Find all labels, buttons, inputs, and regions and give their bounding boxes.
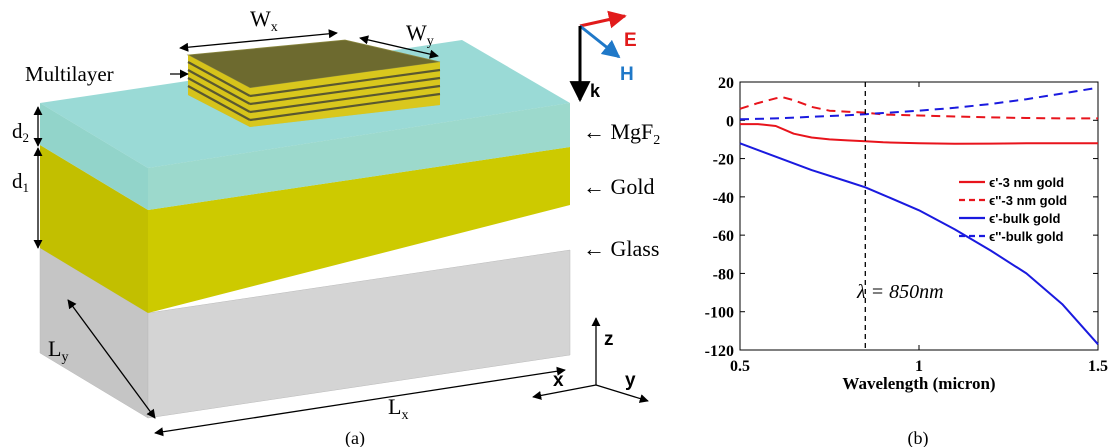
lx-arrow [154, 366, 566, 437]
legend-label-1: ϵ'-3 nm gold [989, 175, 1064, 190]
x-axis-label: x [553, 370, 564, 391]
y-tick-label: -20 [713, 152, 734, 169]
mgf2-label: ← MgF2 [583, 119, 660, 148]
y-axis-ticks: 20 0 -20 -40 -60 -80 -100 -120 [705, 75, 1098, 360]
y-axis-arrow [595, 384, 649, 403]
series-eps-real-3nm-line [740, 123, 1098, 145]
chart-series [739, 86, 1099, 345]
gold-label: ← Gold [583, 174, 655, 199]
h-field-arrow [579, 24, 621, 59]
k-vector-label: k [590, 81, 601, 101]
coordinate-axes: z x y [532, 317, 649, 403]
x-axis-arrow [532, 384, 597, 400]
series-eps-imag-3nm-line [739, 96, 1098, 120]
y-tick-label: -120 [705, 343, 734, 360]
legend-label-4: ϵ''-bulk gold [989, 229, 1064, 244]
gold-layer [40, 145, 570, 313]
wavelength-annotation: λ = 850nm [856, 281, 944, 303]
glass-label: ← Glass [583, 236, 659, 261]
x-axis-title: Wavelength (micron) [842, 374, 995, 393]
lx-label: Lx [388, 394, 408, 423]
ly-label: Ly [48, 336, 68, 365]
x-tick-label: 0.5 [730, 358, 750, 375]
y-tick-label: 0 [726, 113, 734, 130]
field-vectors: E H k [569, 10, 637, 103]
y-axis-label: y [625, 370, 636, 391]
panel-b-caption: (b) [908, 428, 929, 447]
h-field-label: H [620, 64, 634, 85]
legend-label-2: ϵ''-3 nm gold [989, 193, 1067, 208]
wx-label: Wx [250, 6, 278, 35]
y-tick-label: -80 [713, 266, 734, 283]
d2-label: d2 [12, 119, 29, 145]
legend-label-3: ϵ'-bulk gold [989, 211, 1060, 226]
y-tick-label: -60 [713, 228, 734, 245]
y-tick-label: 20 [718, 75, 734, 92]
y-tick-label: -40 [713, 190, 734, 207]
ly-arrow [67, 299, 156, 419]
plot-frame [739, 81, 1099, 351]
panel-b: 20 0 -20 -40 -60 -80 -100 -120 0.5 1 1.5 λ = 850n… [705, 75, 1108, 447]
wx-arrow [179, 29, 338, 52]
series-eps-imag-bulk-line [739, 86, 1099, 121]
panel-a-caption: (a) [345, 428, 365, 447]
e-field-arrow [579, 10, 627, 29]
x-axis-ticks: 0.5 1 1.5 [730, 82, 1108, 375]
y-tick-label: -100 [705, 305, 734, 322]
d1-label: d1 [12, 169, 29, 195]
x-tick-label: 1 [915, 358, 923, 375]
e-field-label: E [624, 30, 637, 51]
wy-label: Wy [406, 20, 434, 49]
multilayer-label: Multilayer [25, 62, 114, 86]
panel-a: Wx Wy Multilayer d2 d1 Ly Lx ← MgF2 ← Go… [12, 6, 660, 447]
x-tick-label: 1.5 [1088, 358, 1108, 375]
legend: ϵ'-3 nm gold ϵ''-3 nm gold ϵ'-bulk gold … [959, 175, 1067, 244]
wy-arrow [359, 35, 439, 59]
z-axis-label: z [604, 329, 614, 350]
series-eps-real-bulk-line [739, 142, 1099, 345]
